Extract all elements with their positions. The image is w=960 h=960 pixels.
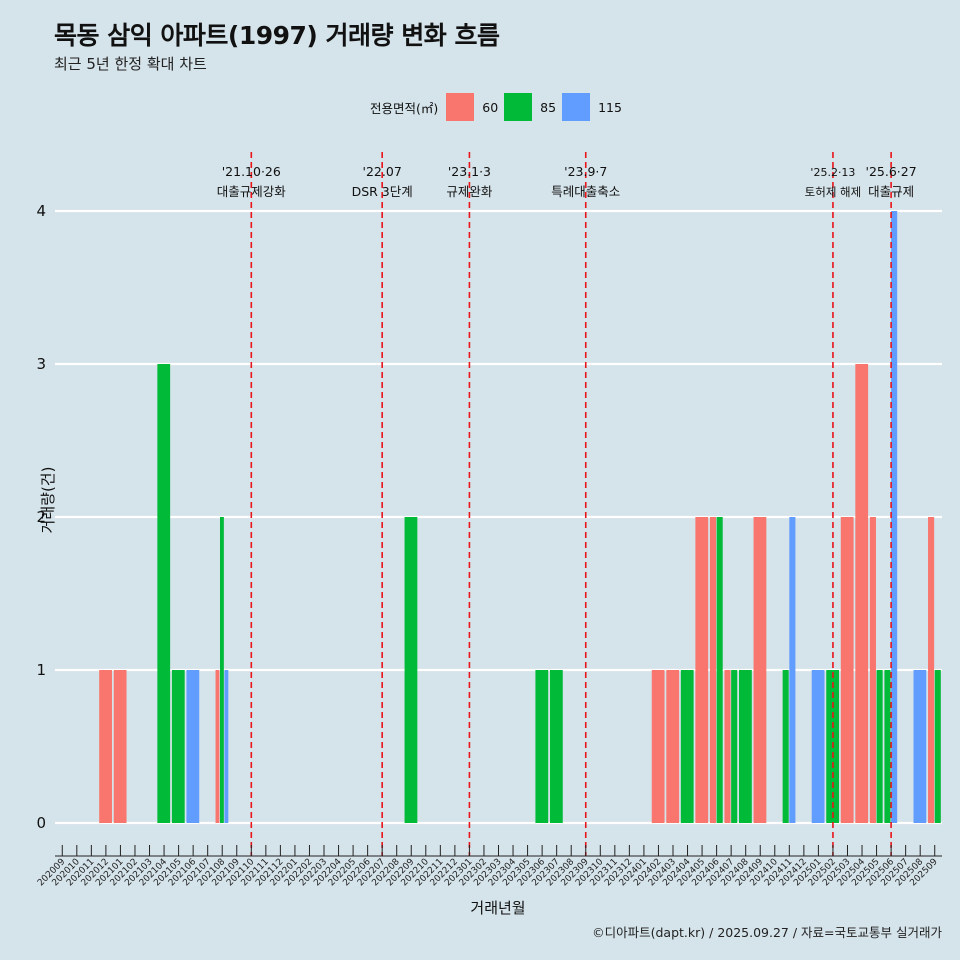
bar-202505-60 [869,517,876,823]
chart-title: 목동 삼익 아파트(1997) 거래량 변화 흐름 [54,21,500,50]
bar-202406-60 [709,517,717,823]
x-axis: 2020092020102020112020122021012021022021… [36,845,942,888]
event-date-202309: '23.9·7 [564,164,607,179]
event-label-202506: 대출규제 [868,184,914,199]
bar-202411-115 [789,517,796,823]
legend-label-85: 85 [540,99,557,115]
event-date-202502: '25.2·13 [810,166,855,179]
bar-202407-85 [731,670,738,823]
bar-202504-60 [855,364,869,823]
legend-label-115: 115 [598,99,622,115]
legend-swatch-115 [562,93,591,121]
event-date-202301: '23.1·3 [448,164,491,179]
bar-202405-60 [695,517,709,823]
bar-202506-85 [884,670,891,823]
chart-subtitle: 최근 5년 한정 확대 차트 [54,55,207,73]
y-tick-label-1: 1 [36,661,46,679]
event-label-202301: 규제완화 [446,184,493,199]
bar-202104-85 [157,364,171,823]
event-label-202110: 대출규제강화 [217,184,287,199]
legend-swatch-85 [504,93,533,121]
bar-202108-60 [215,670,220,823]
bar-202408-85 [739,670,752,823]
bar-202403-60 [666,670,680,823]
legend-title: 전용면적(㎡) [370,100,439,116]
event-label-202207: DSR 3단계 [352,184,413,199]
bars [99,211,941,823]
bar-202509-85 [934,670,941,823]
bar-202402-60 [651,670,665,823]
bar-202307-85 [549,670,563,823]
legend-label-60: 60 [482,99,499,115]
bar-202108-85 [219,517,224,823]
legend: 전용면적(㎡) 60 85 115 [370,93,628,121]
x-axis-title: 거래년월 [470,899,526,917]
legend-item-115: 115 [562,93,622,121]
bar-202409-60 [753,517,767,823]
legend-item-60: 60 [446,93,498,121]
annotations: '21.10·26 대출규제강화 '22.07 DSR 3단계 '23.1·3 규제완화 '… [217,152,917,856]
bar-202404-85 [680,670,694,823]
event-date-202506: '25.6·27 [866,164,917,179]
event-date-202110: '21.10·26 [222,164,281,179]
y-axis-title: 거래량(건) [38,466,57,534]
bar-202508-115 [913,670,927,823]
event-date-202207: '22.07 [363,164,402,179]
bar-202106-115 [186,670,200,823]
bar-202506-115 [891,211,898,823]
legend-item-85: 85 [504,93,556,121]
y-tick-label-3: 3 [36,355,46,373]
bar-202012-60 [99,670,112,823]
y-tick-label-0: 0 [36,814,46,832]
bar-202105-85 [171,670,185,823]
event-label-202309: 특례대출축소 [551,184,620,199]
bar-202509-60 [928,517,935,823]
bar-202406-85 [716,517,723,823]
event-label-202502: 토허제 해제 [805,185,862,199]
caption: ©디아파트(dapt.kr) / 2025.09.27 / 자료=국토교통부 실… [592,925,942,940]
bar-202501-115 [811,670,825,823]
y-tick-label-2: 2 [36,508,46,526]
bar-202411-85 [782,670,789,823]
legend-swatch-60 [446,93,475,121]
bar-202101-60 [113,670,127,823]
bar-202407-60 [724,670,731,823]
bar-202503-60 [840,517,854,823]
bar-202209-85 [404,517,418,823]
bar-202505-85 [876,670,883,823]
bar-202306-85 [535,670,549,823]
bar-202108-115 [224,670,229,823]
y-tick-label-4: 4 [36,202,46,220]
